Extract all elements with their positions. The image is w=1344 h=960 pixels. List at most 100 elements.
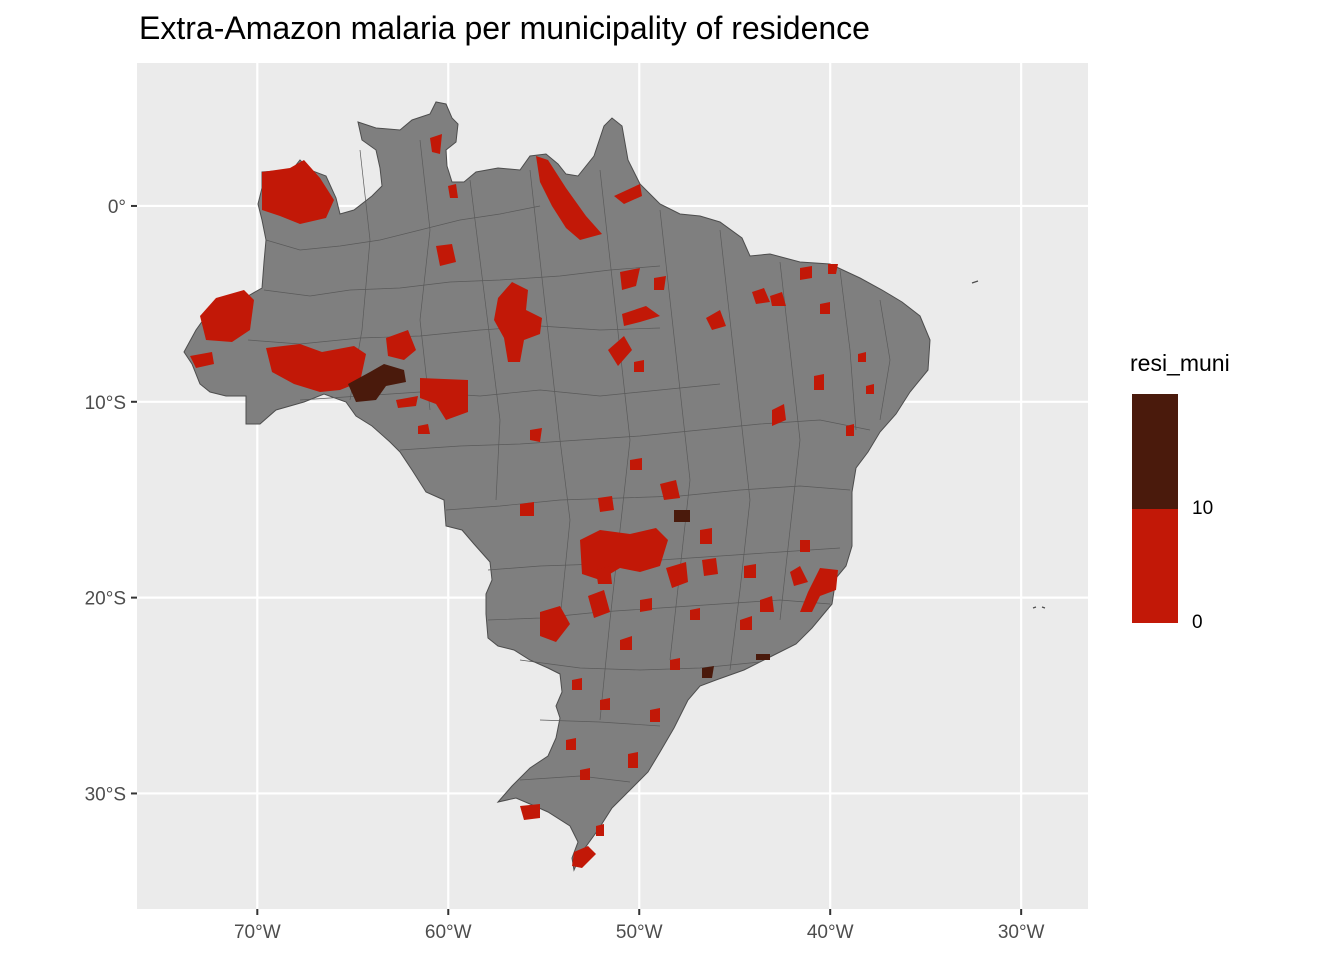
- case-area-low: [266, 344, 366, 392]
- x-tick-label: 70°W: [234, 922, 281, 943]
- case-area-low: [200, 290, 254, 342]
- case-area-low: [630, 458, 642, 470]
- case-area-low: [494, 282, 542, 362]
- case-area-low: [744, 564, 756, 578]
- case-area-low: [580, 528, 668, 580]
- case-area-low: [800, 568, 838, 612]
- x-tick-label: 30°W: [998, 922, 1045, 943]
- case-area-low: [820, 302, 830, 314]
- case-area-low: [690, 608, 700, 620]
- municipality-border: [247, 325, 661, 345]
- legend-swatch-low: [1132, 509, 1178, 623]
- municipality-border: [879, 299, 891, 421]
- x-tick-label: 50°W: [616, 922, 663, 943]
- case-area-low: [866, 384, 874, 394]
- case-area-low: [608, 336, 632, 366]
- case-area-low: [650, 708, 660, 722]
- municipalities-with-cases: [190, 134, 874, 868]
- case-area-low: [770, 292, 786, 306]
- municipality-border: [399, 419, 871, 451]
- x-tick-label: 60°W: [425, 922, 472, 943]
- case-area-low: [580, 768, 590, 780]
- case-area-low: [572, 678, 582, 690]
- remote-island: [971, 280, 979, 284]
- case-area-low: [520, 804, 540, 820]
- legend-title: resi_muni: [1130, 350, 1230, 376]
- case-area-low: [600, 698, 610, 710]
- case-area-low: [530, 428, 542, 442]
- municipality-border: [419, 139, 431, 411]
- municipality-border: [263, 265, 661, 297]
- case-area-low: [760, 596, 774, 612]
- case-area-low: [588, 590, 610, 618]
- municipality-border: [719, 229, 751, 671]
- case-area-low: [436, 244, 456, 266]
- axis-ticks: 70°W 60°W 50°W 40°W 30°W 0° 10°S 20°S 30°S: [85, 197, 1045, 943]
- case-area-low: [614, 184, 642, 204]
- case-area-low: [536, 156, 602, 240]
- municipality-border: [599, 169, 631, 721]
- case-area-low: [418, 424, 430, 434]
- case-area-low: [800, 540, 810, 552]
- brazil-outline: [183, 101, 1046, 872]
- case-area-low: [622, 306, 660, 326]
- case-area-low: [598, 496, 614, 512]
- y-tick-label: 20°S: [85, 589, 126, 610]
- municipality-border: [265, 205, 541, 251]
- municipality-border: [445, 485, 851, 511]
- case-area-high: [348, 364, 406, 402]
- case-area-low: [420, 378, 468, 420]
- country-shape: [183, 101, 931, 872]
- case-area-low: [772, 404, 786, 426]
- y-tick-label: 10°S: [85, 393, 126, 414]
- case-area-low: [540, 606, 570, 642]
- case-area-low: [670, 658, 680, 670]
- case-area-low: [858, 352, 866, 362]
- case-area-low: [660, 480, 680, 500]
- case-area-low: [654, 276, 666, 290]
- y-tick-label: 0°: [108, 197, 126, 218]
- case-area-low: [430, 134, 442, 154]
- remote-island: [1032, 606, 1046, 609]
- case-area-high: [674, 510, 690, 522]
- case-area-low: [828, 264, 838, 274]
- case-area-low: [596, 824, 604, 836]
- case-area-low: [740, 616, 752, 630]
- case-area-low: [640, 598, 652, 612]
- case-area-low: [700, 528, 712, 544]
- case-area-low: [520, 502, 534, 516]
- case-area-high: [756, 654, 770, 660]
- case-area-low: [190, 352, 214, 368]
- legend-swatch-high: [1132, 394, 1178, 509]
- case-area-low: [620, 268, 640, 290]
- case-area-low: [706, 310, 726, 330]
- case-area-low: [752, 288, 770, 304]
- case-area-low: [448, 184, 458, 198]
- case-area-low: [634, 360, 644, 372]
- case-area-low: [846, 424, 854, 436]
- case-area-low: [386, 330, 416, 360]
- municipality-border: [519, 659, 761, 671]
- case-area-low: [262, 160, 334, 224]
- x-tick-label: 40°W: [807, 922, 854, 943]
- legend-tick-label: 0: [1192, 612, 1203, 633]
- municipality-border: [529, 169, 571, 621]
- case-area-low: [666, 562, 688, 588]
- municipality-border: [469, 179, 501, 501]
- municipality-border: [539, 719, 661, 727]
- case-area-low: [572, 846, 596, 868]
- case-area-high: [702, 666, 714, 678]
- chart-title: Extra-Amazon malaria per municipality of…: [139, 10, 870, 46]
- case-area-low: [702, 558, 718, 576]
- case-area-low: [596, 566, 612, 584]
- municipality-border: [839, 269, 857, 431]
- y-tick-label: 30°S: [85, 784, 126, 805]
- legend-tick-label: 10: [1192, 498, 1214, 519]
- case-area-low: [628, 752, 638, 768]
- case-area-low: [790, 566, 808, 586]
- case-area-low: [800, 266, 812, 280]
- case-area-low: [396, 396, 418, 408]
- case-area-low: [620, 636, 632, 650]
- case-area-low: [566, 738, 576, 750]
